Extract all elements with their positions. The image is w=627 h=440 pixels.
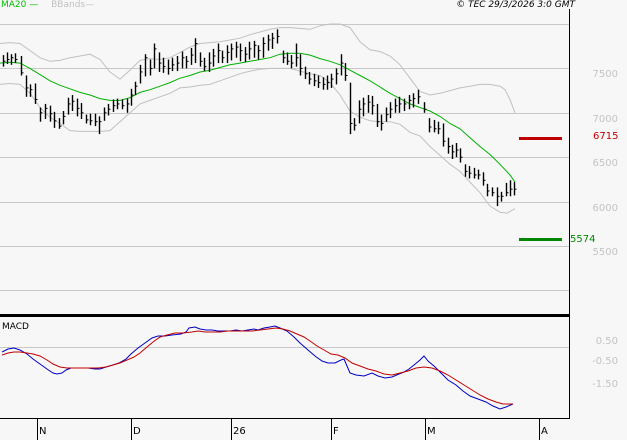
price-tick-label: 6500 — [592, 158, 618, 170]
macd-title: MACD — [2, 322, 29, 332]
date-tick-label: A — [541, 426, 548, 437]
price-tick-label: 7500 — [592, 69, 618, 81]
macd-tick-label: 0.50 — [595, 336, 618, 347]
date-tick-label: M — [427, 426, 436, 437]
support-resistance-lines — [519, 137, 562, 241]
macd-pane — [0, 325, 569, 410]
legend-ma20: MA20 — — [1, 0, 39, 10]
macd-tick-label: -0.50 — [592, 356, 618, 367]
ma20-line — [0, 52, 516, 183]
bollinger-bands — [0, 23, 516, 214]
copyright-timestamp: © TEC 29/3/2026 3:0 GMT — [456, 0, 575, 10]
legend-bbands: BBands— — [51, 0, 95, 10]
price-tick-label: 5500 — [592, 247, 618, 258]
chart-legend: MA20 — BBands— — [1, 0, 94, 11]
ohlc-bars — [2, 29, 517, 207]
date-tick-label: F — [333, 426, 339, 437]
chart-frame — [0, 9, 570, 440]
price-tick-label: 7000 — [592, 113, 618, 125]
date-tick-label: D — [133, 426, 141, 437]
date-tick-label: 26 — [233, 426, 246, 437]
date-tick-label: N — [39, 426, 47, 437]
resistance-label: 6715 — [593, 131, 619, 142]
support-label: 5574 — [570, 234, 596, 245]
price-gridlines — [0, 24, 569, 291]
macd-tick-label: -1.50 — [592, 379, 618, 390]
price-tick-label: 6000 — [592, 202, 618, 214]
